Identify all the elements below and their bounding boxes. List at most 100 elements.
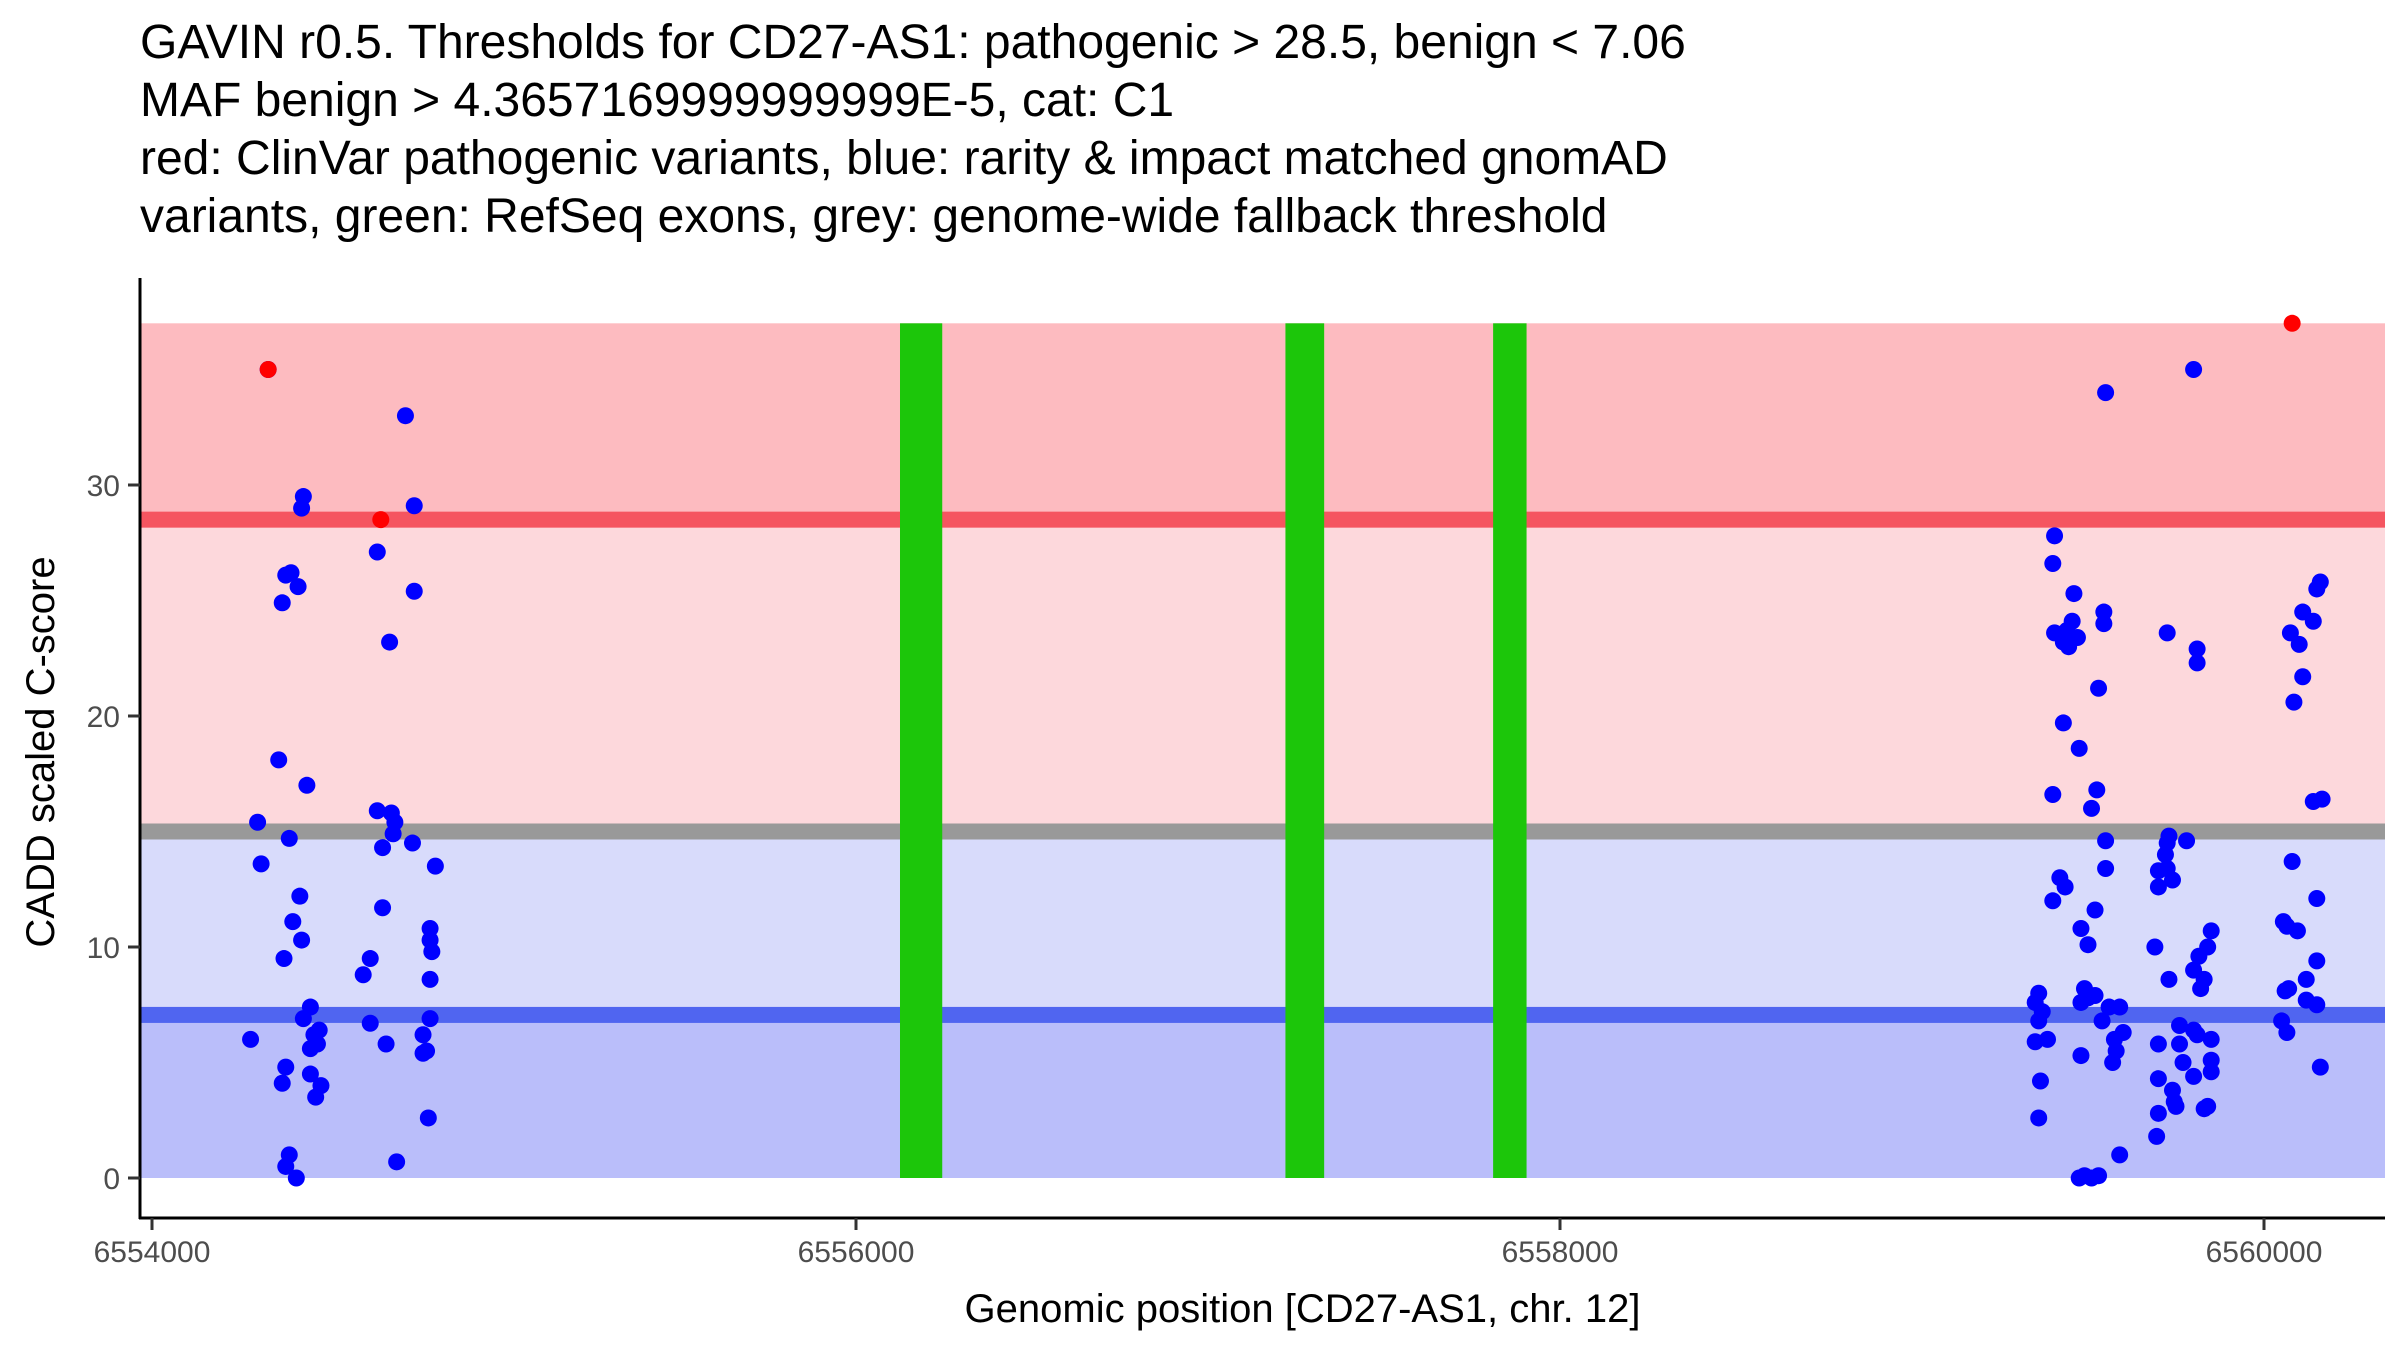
gnomad-variant-point	[421, 970, 439, 988]
gnomad-variant-point	[2185, 361, 2203, 378]
gnomad-variant-point	[2285, 693, 2303, 711]
gnomad-variant-point	[2178, 832, 2196, 850]
gnomad-variant-point	[2086, 987, 2104, 1005]
gnomad-variant-point	[301, 1065, 319, 1083]
gnomad-variant-point	[414, 1026, 432, 1044]
gnomad-variant-point	[2297, 970, 2315, 988]
gnomad-variant-point	[426, 857, 444, 875]
gnomad-variant-point	[2030, 1012, 2048, 1030]
gnomad-variant-point	[2199, 1097, 2217, 1115]
chart-title: GAVIN r0.5. Thresholds for CD27-AS1: pat…	[140, 14, 2340, 246]
gnomad-variant-point	[2171, 1035, 2189, 1053]
gnomad-variant-point	[2294, 668, 2312, 686]
x-tick-label: 6556000	[798, 1236, 915, 1269]
gnomad-variant-point	[275, 950, 293, 968]
gnomad-variant-point	[2311, 1058, 2329, 1076]
clinvar-pathogenic-point	[372, 511, 390, 529]
gnomad-variant-point	[2026, 1033, 2044, 1051]
benign-threshold-line	[140, 1006, 2385, 1023]
gnomad-variant-point	[2070, 739, 2088, 757]
gnomad-variant-point	[2111, 998, 2129, 1016]
gnomad-variant-point	[2149, 1070, 2167, 1088]
gnomad-variant-point	[2188, 1026, 2206, 1044]
benign-zone-upper	[140, 831, 2385, 1015]
y-tick-label: 30	[87, 470, 120, 503]
gnomad-variant-point	[2202, 1063, 2220, 1081]
exon-bar	[1285, 323, 1325, 1178]
gnomad-variant-point	[354, 966, 372, 984]
x-axis-title: Genomic position [CD27-AS1, chr. 12]	[965, 1287, 1641, 1331]
gnomad-variant-point	[2278, 1023, 2296, 1041]
gnomad-variant-point	[249, 813, 267, 831]
gnomad-variant-point	[2068, 628, 2086, 646]
clinvar-pathogenic-point	[2283, 314, 2301, 332]
exon-bar	[1493, 323, 1527, 1178]
gnomad-variant-point	[2188, 654, 2206, 672]
threshold-zones	[140, 323, 2385, 1178]
gnomad-variant-point	[2072, 920, 2090, 938]
gnomad-variant-point	[2149, 1035, 2167, 1053]
y-axis-ticks: 0 10 20 30	[87, 470, 140, 1196]
y-tick-label: 10	[87, 932, 120, 965]
gnomad-variant-point	[2054, 633, 2072, 651]
pathogenic-threshold-line	[140, 511, 2385, 528]
gnomad-variant-point	[405, 497, 423, 515]
gnomad-variant-point	[2093, 1012, 2111, 1030]
gnomad-variant-point	[2070, 1169, 2088, 1187]
gnomad-variant-point	[298, 776, 316, 794]
pathogenic-zone-lower	[140, 519, 2385, 832]
gnomad-variant-point	[294, 1010, 312, 1028]
gnomad-variant-point	[384, 825, 402, 843]
x-axis-ticks: 6554000 6556000 6558000 6560000	[94, 1218, 2322, 1269]
gnomad-variant-point	[282, 564, 300, 582]
gnomad-variant-point	[2160, 970, 2178, 988]
pathogenic-zone-upper	[140, 323, 2385, 520]
title-line-2: MAF benign > 4.3657169999999999E-5, cat:…	[140, 74, 1175, 127]
gnomad-variant-point	[291, 887, 309, 905]
gnomad-variant-point	[2156, 846, 2174, 864]
gnomad-variant-point	[2185, 1067, 2203, 1085]
gnomad-variant-point	[2308, 889, 2326, 907]
gnomad-variant-point	[2311, 573, 2329, 591]
gnomad-variant-point	[405, 582, 423, 600]
gnomad-variant-point	[293, 931, 311, 949]
gnomad-variant-point	[2174, 1054, 2192, 1071]
gnomad-variant-point	[2072, 993, 2090, 1011]
gnomad-variant-point	[2167, 1097, 2185, 1115]
gnomad-variant-point	[2192, 980, 2210, 998]
gnomad-variant-point	[284, 913, 302, 931]
gnomad-variant-point	[2054, 714, 2072, 732]
gnomad-variant-point	[423, 943, 441, 961]
gnomad-variant-point	[361, 950, 379, 968]
gnomad-variant-point	[2276, 982, 2294, 1000]
gnomad-variant-point	[2090, 679, 2108, 697]
gnomad-variant-point	[2104, 1054, 2122, 1071]
gnomad-variant-point	[2149, 862, 2167, 880]
gnomad-variant-point	[2111, 1146, 2129, 1164]
gnomad-variant-point	[273, 1074, 291, 1092]
gnomad-variant-point	[2097, 384, 2115, 402]
gnomad-variant-point	[374, 839, 392, 857]
gnomad-variant-point	[2031, 1072, 2049, 1090]
gnomad-variant-point	[368, 543, 386, 561]
gnomad-variant-point	[277, 1157, 295, 1175]
gnomad-variant-point	[388, 1153, 406, 1171]
gnomad-variant-point	[242, 1030, 260, 1048]
gnomad-variant-point	[2079, 936, 2097, 954]
y-tick-label: 20	[87, 701, 120, 734]
gnomad-variant-point	[361, 1014, 379, 1032]
gnomad-variant-point	[421, 1010, 439, 1028]
gnomad-variant-point	[2313, 790, 2331, 808]
gnomad-variant-point	[2146, 938, 2164, 956]
gnomad-variant-point	[310, 1021, 328, 1039]
gnomad-variant-point	[280, 829, 298, 847]
gnomad-variant-point	[2158, 624, 2176, 642]
gnomad-variant-point	[2065, 585, 2083, 603]
gnomad-variant-point	[2190, 947, 2208, 965]
y-axis-title: CADD scaled C-score	[19, 556, 63, 947]
gnomad-variant-point	[301, 1040, 319, 1058]
gnomad-variant-point	[2044, 555, 2062, 573]
gnomad-variant-point	[2149, 878, 2167, 896]
gnomad-variant-point	[287, 1169, 305, 1187]
